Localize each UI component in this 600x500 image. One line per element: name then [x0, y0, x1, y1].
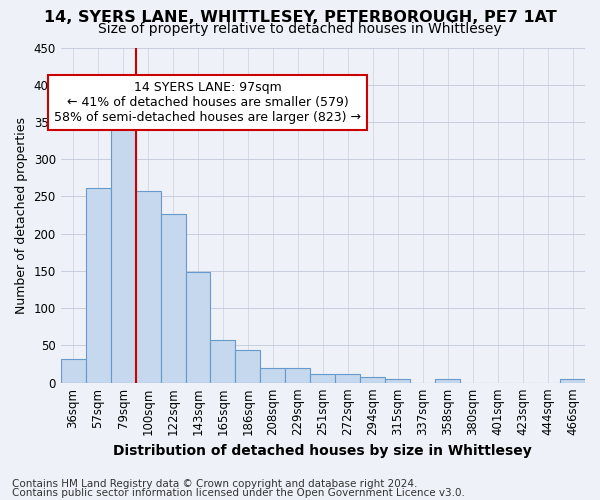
Bar: [185, 272, 211, 382]
Text: 14 SYERS LANE: 97sqm
← 41% of detached houses are smaller (579)
58% of semi-deta: 14 SYERS LANE: 97sqm ← 41% of detached h…: [54, 81, 361, 124]
Text: Contains public sector information licensed under the Open Government Licence v3: Contains public sector information licen…: [12, 488, 465, 498]
X-axis label: Distribution of detached houses by size in Whittlesey: Distribution of detached houses by size …: [113, 444, 532, 458]
Bar: [310, 374, 335, 382]
Bar: [286, 368, 310, 382]
Bar: [360, 378, 385, 382]
Bar: [161, 214, 185, 382]
Bar: [136, 190, 161, 382]
Text: Size of property relative to detached houses in Whittlesey: Size of property relative to detached ho…: [98, 22, 502, 36]
Y-axis label: Number of detached properties: Number of detached properties: [15, 116, 28, 314]
Bar: [211, 340, 235, 382]
Bar: [560, 379, 585, 382]
Bar: [110, 118, 136, 382]
Bar: [260, 368, 286, 382]
Bar: [385, 379, 410, 382]
Bar: [435, 379, 460, 382]
Bar: [235, 350, 260, 382]
Bar: [61, 359, 86, 382]
Text: Contains HM Land Registry data © Crown copyright and database right 2024.: Contains HM Land Registry data © Crown c…: [12, 479, 418, 489]
Bar: [86, 188, 110, 382]
Text: 14, SYERS LANE, WHITTLESEY, PETERBOROUGH, PE7 1AT: 14, SYERS LANE, WHITTLESEY, PETERBOROUGH…: [44, 10, 556, 25]
Bar: [335, 374, 360, 382]
